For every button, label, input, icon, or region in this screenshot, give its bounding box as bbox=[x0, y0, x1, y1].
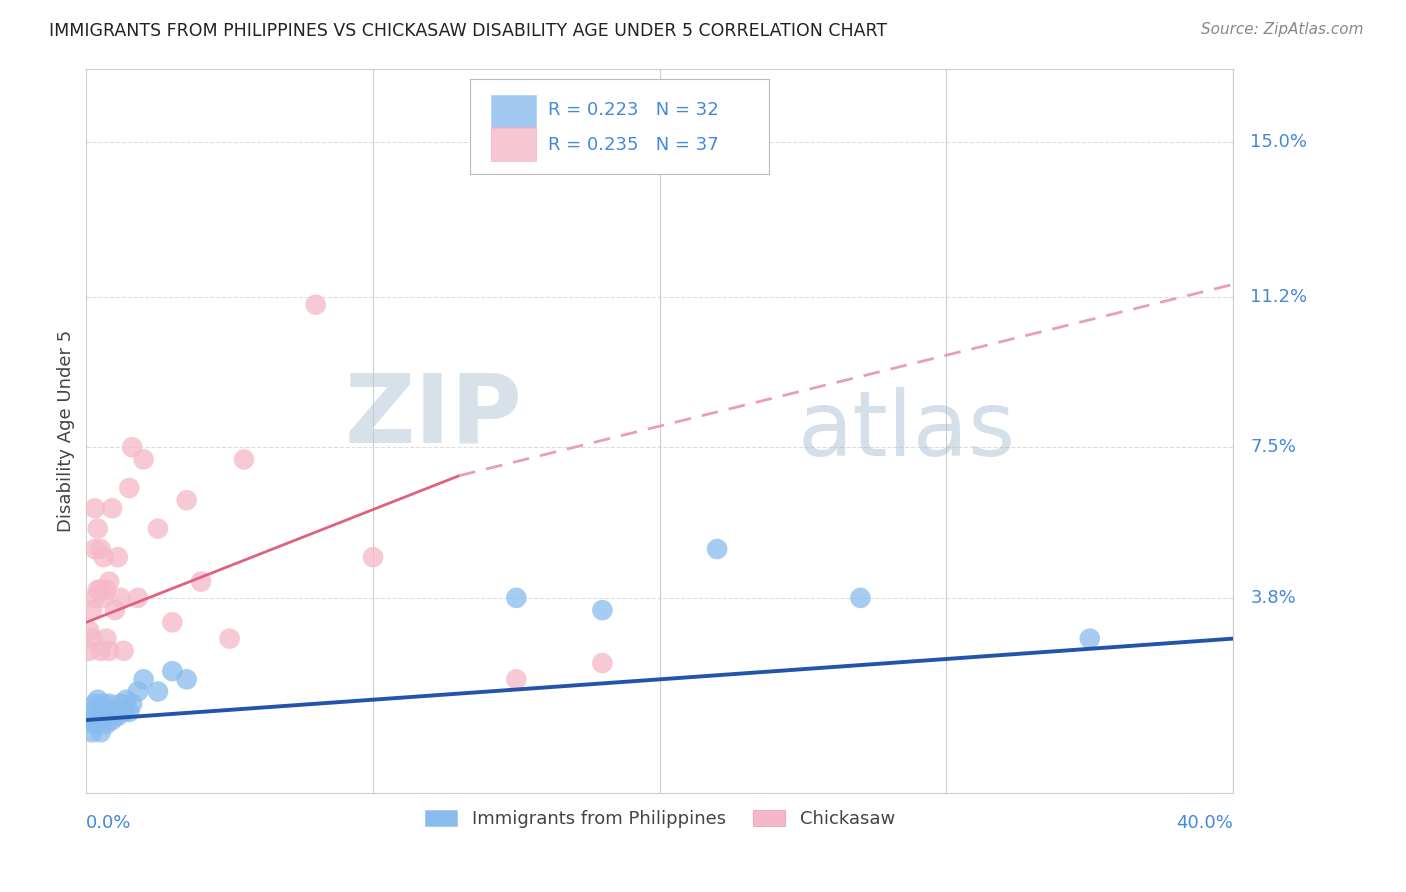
Point bbox=[176, 673, 198, 687]
Point bbox=[107, 550, 129, 565]
Text: 7.5%: 7.5% bbox=[1250, 438, 1296, 456]
Point bbox=[107, 709, 129, 723]
Point bbox=[96, 705, 118, 719]
Point bbox=[104, 705, 127, 719]
Point bbox=[146, 684, 169, 698]
Point bbox=[87, 522, 110, 536]
Point bbox=[104, 603, 127, 617]
Point bbox=[121, 697, 143, 711]
Text: 3.8%: 3.8% bbox=[1250, 589, 1296, 607]
Point bbox=[706, 541, 728, 556]
Point bbox=[101, 713, 124, 727]
Point bbox=[80, 725, 103, 739]
Point bbox=[118, 481, 141, 495]
Point bbox=[83, 541, 105, 556]
Point bbox=[218, 632, 240, 646]
Text: 15.0%: 15.0% bbox=[1250, 133, 1308, 151]
Point bbox=[146, 522, 169, 536]
Point bbox=[90, 541, 112, 556]
Point bbox=[93, 697, 115, 711]
Point bbox=[90, 705, 112, 719]
Text: Source: ZipAtlas.com: Source: ZipAtlas.com bbox=[1201, 22, 1364, 37]
Y-axis label: Disability Age Under 5: Disability Age Under 5 bbox=[58, 330, 75, 532]
Point bbox=[80, 632, 103, 646]
Point bbox=[77, 624, 100, 638]
Point bbox=[87, 692, 110, 706]
Point bbox=[93, 713, 115, 727]
Point bbox=[112, 644, 135, 658]
Point bbox=[115, 692, 138, 706]
Point bbox=[591, 603, 613, 617]
FancyBboxPatch shape bbox=[471, 79, 769, 174]
Point bbox=[77, 644, 100, 658]
Point bbox=[505, 591, 527, 605]
Point bbox=[121, 440, 143, 454]
Point bbox=[93, 550, 115, 565]
Point bbox=[127, 684, 149, 698]
Point bbox=[80, 603, 103, 617]
Text: atlas: atlas bbox=[797, 387, 1015, 475]
Text: 11.2%: 11.2% bbox=[1250, 287, 1308, 306]
Point bbox=[98, 574, 121, 589]
Point bbox=[87, 582, 110, 597]
Point bbox=[83, 501, 105, 516]
Point bbox=[233, 452, 256, 467]
Text: 0.0%: 0.0% bbox=[86, 814, 132, 831]
Text: R = 0.235   N = 37: R = 0.235 N = 37 bbox=[548, 136, 720, 153]
Point bbox=[83, 717, 105, 731]
Text: IMMIGRANTS FROM PHILIPPINES VS CHICKASAW DISABILITY AGE UNDER 5 CORRELATION CHAR: IMMIGRANTS FROM PHILIPPINES VS CHICKASAW… bbox=[49, 22, 887, 40]
Point bbox=[162, 664, 184, 678]
Text: 40.0%: 40.0% bbox=[1177, 814, 1233, 831]
Point bbox=[101, 501, 124, 516]
Point bbox=[98, 697, 121, 711]
Text: R = 0.223   N = 32: R = 0.223 N = 32 bbox=[548, 101, 720, 119]
Point bbox=[118, 705, 141, 719]
Point bbox=[83, 697, 105, 711]
Point bbox=[305, 298, 328, 312]
Point bbox=[132, 673, 155, 687]
Point bbox=[849, 591, 872, 605]
FancyBboxPatch shape bbox=[491, 128, 536, 161]
Text: ZIP: ZIP bbox=[344, 370, 522, 463]
Point bbox=[505, 673, 527, 687]
Point bbox=[132, 452, 155, 467]
Legend: Immigrants from Philippines, Chickasaw: Immigrants from Philippines, Chickasaw bbox=[418, 802, 903, 835]
Point bbox=[90, 644, 112, 658]
Point bbox=[112, 705, 135, 719]
Point bbox=[80, 705, 103, 719]
Point bbox=[90, 582, 112, 597]
Point bbox=[110, 591, 132, 605]
Point bbox=[361, 550, 384, 565]
Point bbox=[1078, 632, 1101, 646]
Point bbox=[93, 591, 115, 605]
Point bbox=[591, 656, 613, 670]
Point bbox=[98, 644, 121, 658]
FancyBboxPatch shape bbox=[491, 95, 536, 128]
Point bbox=[77, 713, 100, 727]
Point bbox=[110, 697, 132, 711]
Point bbox=[96, 632, 118, 646]
Point bbox=[96, 582, 118, 597]
Point bbox=[96, 717, 118, 731]
Point bbox=[87, 713, 110, 727]
Point bbox=[190, 574, 212, 589]
Point bbox=[90, 725, 112, 739]
Point bbox=[83, 591, 105, 605]
Point bbox=[176, 493, 198, 508]
Point bbox=[127, 591, 149, 605]
Point bbox=[162, 615, 184, 630]
